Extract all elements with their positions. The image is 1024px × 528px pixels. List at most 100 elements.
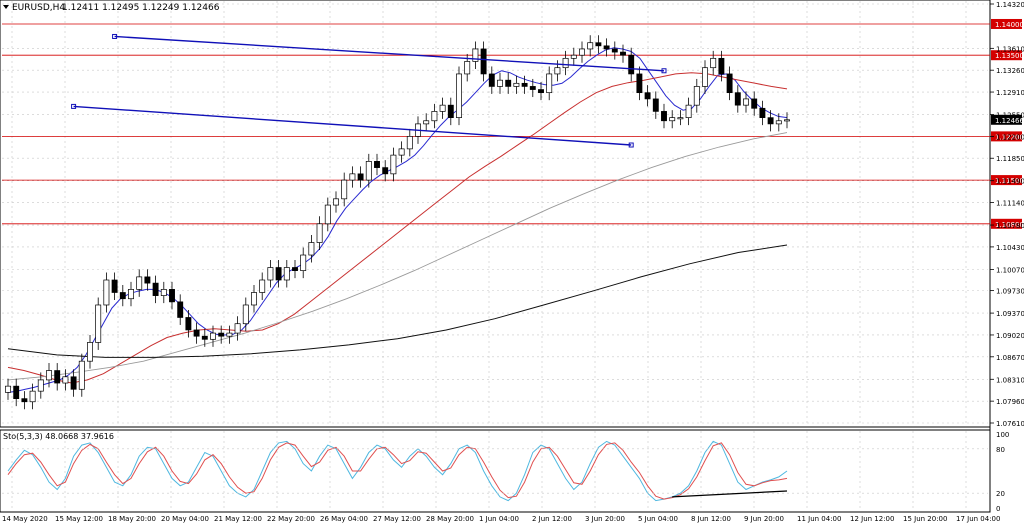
time-tick-label: 28 May 20:00	[426, 515, 474, 523]
candle-body	[128, 289, 134, 300]
price-tick-label: 1.12550	[996, 112, 1024, 120]
grid	[2, 1, 988, 511]
candle-body	[292, 267, 298, 271]
time-tick-label: 9 Jun 20:00	[744, 515, 784, 523]
channel-line-lower	[73, 105, 632, 146]
candle-body	[464, 61, 471, 75]
price-tick-label: 1.10070	[996, 266, 1024, 274]
candle-body	[661, 111, 667, 122]
candle-body	[677, 117, 684, 120]
candle-body	[685, 104, 692, 118]
moving-average-slow-black	[7, 244, 788, 358]
candle-body	[267, 267, 274, 281]
candle-body	[95, 304, 102, 343]
candle-body	[87, 342, 93, 362]
level-label: 1.12200	[995, 133, 1024, 141]
level-tag	[991, 218, 1022, 229]
time-axis: 14 May 2020 15 May 12:00 18 May 20:00 20 Ma…	[2, 515, 1000, 523]
chevron-down-icon[interactable]	[3, 5, 9, 9]
level-tag	[991, 18, 1022, 29]
candle-body	[784, 119, 790, 122]
candle-body	[447, 104, 454, 118]
moving-averages	[7, 47, 788, 393]
candle-body	[488, 73, 495, 87]
candle-body	[218, 332, 225, 337]
channel-lines	[71, 33, 667, 148]
stochastic-tick-label: 20	[996, 490, 1005, 498]
level-label: 1.11500	[995, 177, 1024, 185]
channel-anchor	[112, 33, 118, 39]
stochastic-panel-frame	[0, 429, 991, 513]
candle-body	[382, 167, 389, 175]
price-tick-label: 1.08670	[996, 354, 1024, 362]
candle-body	[259, 279, 266, 293]
candle-body	[734, 92, 741, 106]
time-tick-label: 17 Jun 04:00	[956, 515, 1000, 523]
price-tick-label: 1.13260	[996, 67, 1024, 75]
candle-body	[529, 86, 536, 90]
candle-body	[497, 79, 503, 87]
channel-anchor	[661, 68, 667, 74]
candle-body	[365, 161, 372, 181]
candle-body	[37, 379, 44, 392]
price-tick-label: 1.07960	[996, 398, 1024, 406]
candle-body	[620, 51, 626, 56]
channel-line-upper	[114, 35, 665, 72]
candle-body	[513, 82, 520, 87]
candle-body	[718, 57, 725, 75]
candle-body	[21, 398, 28, 403]
level-label: 1.14000	[995, 21, 1024, 29]
price-tick-label: 1.10430	[996, 244, 1024, 252]
candle-body	[570, 54, 577, 59]
candle-body	[349, 173, 356, 181]
candle-body	[636, 73, 643, 94]
level-tag	[991, 131, 1022, 142]
price-tick-label: 1.09370	[996, 310, 1024, 318]
candle-body	[226, 332, 233, 337]
level-label: 1.13500	[995, 52, 1024, 60]
candle-body	[357, 173, 364, 181]
candle-body	[423, 120, 430, 125]
price-tag-label: 1.12466	[995, 117, 1024, 125]
candle-body	[300, 254, 307, 271]
candle-body	[234, 323, 241, 334]
candle-body	[595, 42, 602, 47]
stochastic-tick-label: 100	[996, 431, 1009, 439]
stochastic-tick-label: 0	[996, 505, 1000, 513]
candle-body	[456, 73, 462, 118]
divergence-line	[672, 490, 788, 498]
candle-body	[169, 289, 175, 303]
candle-body	[603, 45, 610, 50]
time-tick-label: 27 May 12:00	[373, 515, 421, 523]
candle-body	[29, 390, 36, 403]
candle-body	[78, 360, 85, 390]
candle-body	[505, 79, 512, 87]
candle-body	[185, 317, 192, 331]
candle-body	[316, 223, 323, 243]
moving-average-mid	[7, 72, 788, 384]
candle-body	[521, 82, 528, 87]
candle-body	[62, 376, 69, 384]
time-tick-label: 22 May 20:00	[267, 515, 315, 523]
candle-body	[46, 370, 52, 381]
candle-body	[103, 279, 110, 306]
price-tick-label: 1.14320	[996, 1, 1024, 9]
candle-body	[562, 57, 569, 69]
candle-body	[751, 98, 758, 109]
time-tick-label: 20 May 04:00	[161, 515, 209, 523]
candle-body	[628, 54, 635, 75]
channel-anchor	[628, 142, 634, 148]
stochastic-lines	[2, 440, 988, 502]
candle-body	[111, 279, 118, 293]
price-tick-label: 1.09730	[996, 288, 1024, 296]
candle-body	[669, 117, 676, 122]
stochastic-line	[7, 440, 788, 502]
candle-body	[308, 242, 315, 256]
symbol-label: EURUSD,H4	[12, 3, 65, 13]
time-tick-label: 2 Jun 12:00	[532, 515, 572, 523]
candle-body	[144, 276, 151, 284]
price-tick-label: 1.07610	[996, 420, 1024, 428]
candle-body	[324, 204, 331, 225]
stochastic-tick-label: 80	[996, 446, 1005, 454]
